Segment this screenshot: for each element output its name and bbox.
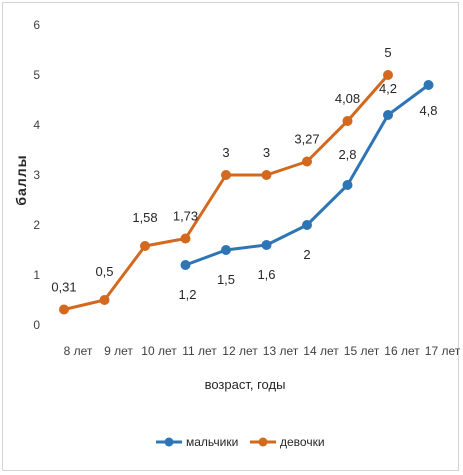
data-point — [140, 241, 150, 251]
y-tick-label: 2 — [33, 218, 40, 232]
data-label: 2 — [303, 247, 310, 262]
data-label: 1,58 — [132, 210, 157, 225]
legend-marker — [258, 437, 268, 447]
data-label: 0,5 — [95, 264, 113, 279]
data-point — [383, 110, 393, 120]
data-point — [302, 220, 312, 230]
data-point — [180, 233, 191, 244]
data-label: 3,27 — [294, 132, 319, 147]
data-point — [180, 260, 191, 270]
x-tick-label: 10 лет — [141, 344, 177, 358]
x-tick-label: 9 лет — [104, 344, 133, 358]
data-label: 4,08 — [335, 91, 360, 106]
data-point — [221, 245, 231, 255]
y-tick-label: 6 — [33, 18, 40, 32]
data-label: 4,8 — [419, 103, 437, 118]
y-axis-title: баллы — [13, 154, 29, 205]
data-label: 2,8 — [338, 147, 356, 162]
y-tick-label: 3 — [33, 168, 40, 182]
legend: мальчики девочки — [156, 435, 325, 449]
data-point — [302, 156, 312, 167]
data-point — [99, 295, 110, 305]
data-point — [342, 116, 353, 126]
x-tick-label: 13 лет — [263, 344, 299, 358]
x-tick-label: 15 лет — [344, 344, 380, 358]
data-labels: 1,2 1,5 1,6 2 2,8 4,2 4,8 0,31 0,5 1,58 1,73 3 3 3,27… — [51, 45, 437, 302]
data-label: 1,2 — [178, 287, 196, 302]
data-label: 4,2 — [379, 81, 397, 96]
data-point — [261, 240, 272, 250]
legend-label: мальчики — [186, 435, 238, 449]
series-lines — [62, 73, 430, 311]
data-label: 1,5 — [217, 272, 235, 287]
data-point — [261, 170, 272, 180]
x-tick-label: 11 лет — [182, 344, 217, 358]
x-tick-label: 16 лет — [384, 344, 420, 358]
data-point — [59, 304, 69, 315]
x-axis-title: возраст, годы — [205, 377, 286, 392]
y-tick-label: 5 — [33, 68, 40, 82]
x-tick-label: 17 лет — [425, 344, 461, 358]
x-axis-ticks: 8 лет 9 лет 10 лет 11 лет 12 лет 13 лет 14 лет… — [64, 344, 461, 358]
data-point — [423, 80, 434, 90]
legend-marker — [164, 437, 174, 447]
data-point — [221, 170, 231, 180]
data-label: 3 — [222, 145, 229, 160]
data-label: 1,73 — [173, 209, 198, 224]
y-tick-label: 4 — [33, 118, 40, 132]
x-tick-label: 8 лет — [64, 344, 93, 358]
y-axis-ticks: 0 1 2 3 4 5 6 — [33, 18, 40, 332]
data-label: 1,6 — [257, 267, 275, 282]
data-point — [342, 180, 353, 190]
data-label: 5 — [384, 45, 391, 60]
data-point — [383, 70, 393, 80]
series-markers — [59, 70, 434, 315]
data-label: 0,31 — [51, 280, 76, 295]
data-label: 3 — [263, 145, 270, 160]
y-tick-label: 0 — [33, 318, 40, 332]
x-tick-label: 14 лет — [303, 344, 339, 358]
y-tick-label: 1 — [33, 268, 40, 282]
legend-label: девочки — [280, 435, 325, 449]
x-tick-label: 12 лет — [222, 344, 258, 358]
